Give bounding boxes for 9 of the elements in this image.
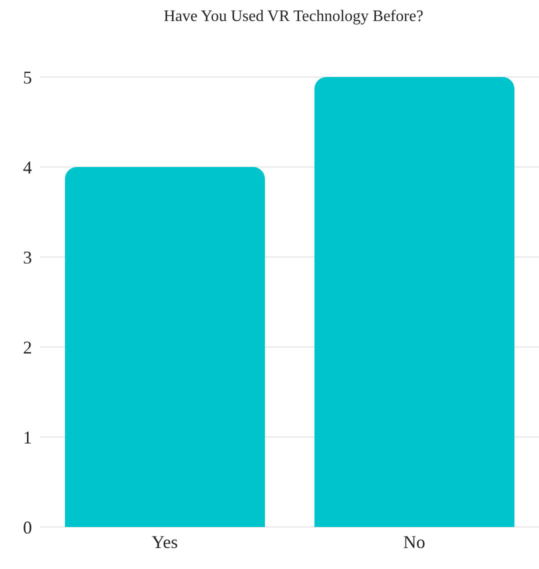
y-tick-label: 4 xyxy=(23,157,32,178)
x-tick-label: Yes xyxy=(152,532,178,552)
y-tick-label: 0 xyxy=(23,517,32,538)
y-tick-label: 2 xyxy=(23,337,32,358)
x-tick-label: No xyxy=(403,532,426,552)
chart-title: Have You Used VR Technology Before? xyxy=(162,8,424,26)
y-tick-label: 3 xyxy=(23,247,32,268)
y-tick-label: 1 xyxy=(23,427,32,448)
y-tick-label: 5 xyxy=(23,67,32,88)
